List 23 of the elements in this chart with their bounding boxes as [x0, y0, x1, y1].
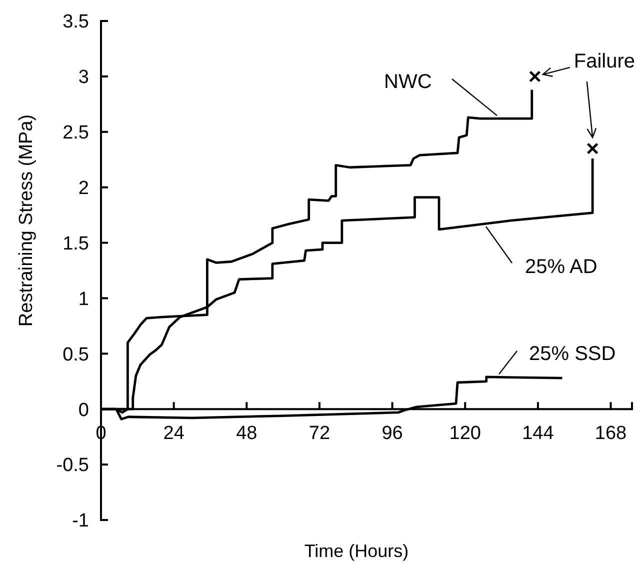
x-axis-title: Time (Hours): [304, 541, 409, 561]
x-tick-label: 144: [522, 423, 554, 444]
y-tick-label: 3.5: [62, 12, 89, 33]
y-tick-label: -1: [72, 510, 89, 532]
x-tick-label: 24: [163, 423, 185, 444]
y-tick-label: -0.5: [56, 455, 89, 476]
x-tick-label: 48: [236, 423, 258, 444]
legend-label: 25% SSD: [529, 343, 616, 365]
y-tick-label: 3: [78, 67, 89, 88]
x-tick-label: 96: [382, 423, 403, 444]
annotation: Failure: [574, 50, 636, 72]
y-tick-label: 1.5: [62, 233, 89, 254]
x-tick-label: 72: [308, 423, 330, 444]
x-tick-label: 168: [594, 423, 627, 444]
x-tick-label: 120: [449, 423, 481, 444]
y-axis-title: Restraining Stress (MPa): [16, 114, 37, 327]
y-tick-label: 1: [78, 288, 89, 310]
text: NWC: [384, 71, 432, 93]
y-tick-label: 0: [78, 400, 89, 421]
series-label: 25% AD: [525, 256, 598, 278]
y-tick-label: 0.5: [62, 344, 89, 366]
y-tick-label: 2: [78, 178, 89, 199]
y-tick-label: 2.5: [62, 122, 89, 144]
